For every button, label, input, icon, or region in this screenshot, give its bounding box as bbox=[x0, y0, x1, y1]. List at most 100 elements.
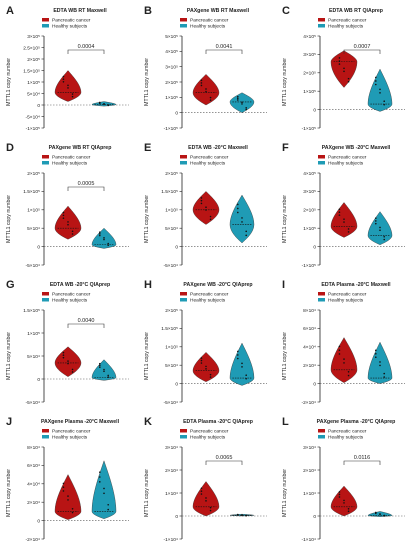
panel-letter: J bbox=[6, 416, 12, 428]
y-tick-label: 5×10⁵ bbox=[165, 34, 178, 40]
y-tick-label: 3×10⁵ bbox=[165, 64, 178, 70]
data-point bbox=[237, 350, 239, 353]
data-point bbox=[241, 103, 243, 105]
data-point bbox=[209, 215, 212, 218]
panel-c: C EDTA WB RT QIAprep Pancreatic cancerHeal… bbox=[282, 5, 405, 132]
y-tick-label: -5×10⁴ bbox=[26, 400, 40, 406]
data-point bbox=[241, 514, 243, 516]
data-point bbox=[209, 96, 212, 99]
legend-swatch-pancreatic bbox=[318, 155, 325, 159]
y-tick-label: 4×10⁵ bbox=[303, 171, 316, 177]
data-point bbox=[67, 360, 69, 362]
legend-label-healthy: Healthy subjects bbox=[190, 435, 226, 441]
legend-label-pancreatic: Pancreatic cancer bbox=[52, 155, 91, 161]
data-point bbox=[205, 368, 207, 370]
data-point bbox=[200, 84, 203, 87]
data-point bbox=[67, 495, 69, 497]
data-point bbox=[245, 107, 247, 109]
y-tick-label: 0 bbox=[313, 514, 316, 520]
panel-title: EDTA WB -20°C QIAprep bbox=[50, 282, 110, 288]
panel-letter: H bbox=[144, 279, 152, 291]
data-point bbox=[71, 93, 74, 95]
data-point bbox=[379, 226, 381, 229]
data-point bbox=[62, 490, 65, 492]
data-point bbox=[379, 229, 381, 232]
y-tick-label: 5×10⁴ bbox=[165, 226, 178, 232]
data-point bbox=[383, 515, 386, 517]
violin-healthy bbox=[367, 68, 393, 112]
data-point bbox=[379, 513, 381, 516]
data-point bbox=[62, 211, 65, 214]
y-tick-label: -5×10⁴ bbox=[26, 114, 40, 120]
y-tick-label: 3×10⁵ bbox=[303, 52, 316, 58]
data-point bbox=[379, 92, 381, 94]
data-point bbox=[99, 231, 101, 233]
data-point bbox=[343, 70, 345, 73]
y-tick-label: 4×10⁵ bbox=[303, 34, 316, 40]
data-point bbox=[67, 362, 69, 365]
data-point bbox=[67, 87, 69, 89]
legend-label-healthy: Healthy subjects bbox=[52, 435, 88, 441]
data-point bbox=[200, 79, 203, 82]
legend-swatch-healthy bbox=[180, 435, 187, 439]
legend-swatch-healthy bbox=[42, 161, 49, 165]
y-tick-label: 6×10⁴ bbox=[303, 326, 316, 332]
legend-label-healthy: Healthy subjects bbox=[190, 24, 226, 30]
y-tick-label: 2×10⁴ bbox=[27, 500, 40, 506]
data-point bbox=[343, 499, 345, 502]
y-tick-label: 1×10⁴ bbox=[303, 491, 316, 497]
data-point bbox=[67, 223, 69, 226]
data-point bbox=[99, 476, 101, 478]
violin-healthy bbox=[229, 342, 255, 386]
y-tick-label: 2×10⁵ bbox=[27, 57, 40, 63]
data-point bbox=[205, 88, 207, 90]
data-point bbox=[237, 211, 239, 214]
data-point bbox=[107, 503, 109, 506]
panel-letter: K bbox=[144, 416, 152, 428]
y-tick-label: 0 bbox=[313, 244, 316, 250]
y-tick-label: 1×10⁵ bbox=[27, 208, 40, 214]
data-point bbox=[237, 514, 239, 516]
panel-a: A EDTA WB RT Maxwell Pancreatic cancerHeal… bbox=[6, 5, 129, 132]
panel-h: H PAXgene WB -20°C QIAprep Pancreatic canc… bbox=[144, 279, 267, 406]
y-axis-label: MTTL1 copy number bbox=[282, 195, 288, 243]
data-point bbox=[62, 75, 65, 78]
data-point bbox=[71, 368, 74, 371]
data-point bbox=[379, 364, 381, 367]
y-tick-label: 1×10⁵ bbox=[303, 226, 316, 232]
significance-bracket bbox=[205, 460, 243, 465]
data-point bbox=[375, 352, 377, 355]
data-point bbox=[237, 203, 239, 206]
p-value: 0.0041 bbox=[216, 44, 233, 50]
data-point bbox=[245, 234, 247, 237]
panel-i: I EDTA Plasma -20°C Maxwell Pancreatic can… bbox=[282, 279, 405, 406]
data-point bbox=[200, 197, 203, 199]
data-point bbox=[338, 208, 341, 211]
data-point bbox=[347, 510, 350, 513]
y-tick-label: 0 bbox=[37, 244, 40, 250]
y-tick-label: 2×10⁴ bbox=[165, 468, 178, 474]
data-point bbox=[338, 57, 341, 59]
y-axis-label: MTTL1 copy number bbox=[144, 332, 150, 380]
data-point bbox=[71, 230, 74, 233]
panel-letter: E bbox=[144, 142, 151, 154]
p-value: 0.0040 bbox=[78, 318, 95, 324]
data-point bbox=[338, 353, 341, 355]
panel-title: PAXgene WB RT Maxwell bbox=[187, 8, 250, 14]
data-point bbox=[99, 233, 101, 235]
data-point bbox=[347, 507, 350, 510]
data-point bbox=[375, 80, 377, 82]
y-tick-label: -5×10⁴ bbox=[164, 263, 178, 269]
significance-bracket bbox=[67, 323, 105, 328]
panel-title: EDTA Plasma -20°C Maxwell bbox=[321, 282, 391, 288]
data-point bbox=[241, 101, 243, 104]
data-point bbox=[209, 218, 212, 221]
y-tick-label: -5×10⁴ bbox=[164, 400, 178, 406]
legend-swatch-pancreatic bbox=[318, 429, 325, 433]
y-axis-label: MTTL1 copy number bbox=[6, 332, 12, 380]
data-point bbox=[241, 221, 243, 223]
data-point bbox=[338, 214, 341, 216]
data-point bbox=[343, 67, 345, 70]
data-point bbox=[62, 482, 65, 485]
panel-letter: A bbox=[6, 5, 14, 17]
